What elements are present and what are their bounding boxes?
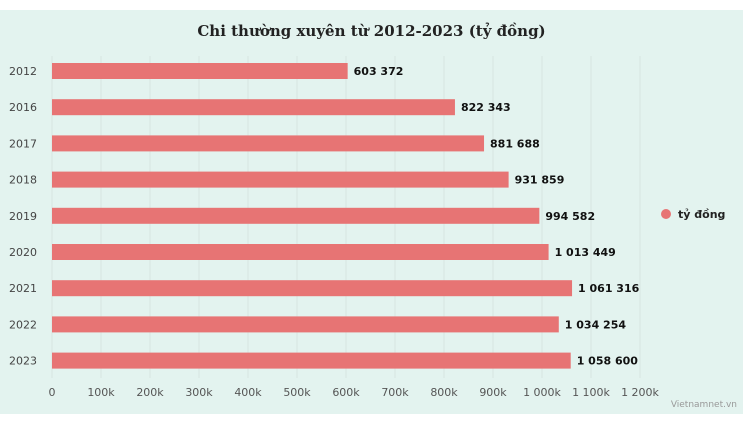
data-label: 931 859 xyxy=(515,174,565,187)
bar xyxy=(52,135,485,152)
x-tick-label: 200k xyxy=(136,386,164,399)
x-tick-label: 1 200k xyxy=(621,386,659,399)
bar xyxy=(52,316,559,333)
y-tick-label: 2017 xyxy=(9,137,37,150)
x-tick-label: 400k xyxy=(234,386,262,399)
y-tick-label: 2019 xyxy=(9,210,37,223)
y-tick-label: 2021 xyxy=(9,282,37,295)
x-tick-label: 1 100k xyxy=(572,386,610,399)
x-tick-label: 900k xyxy=(479,386,507,399)
data-label: 1 034 254 xyxy=(565,318,627,331)
y-tick-label: 2022 xyxy=(9,318,37,331)
bar xyxy=(52,352,571,369)
y-tick-label: 2012 xyxy=(9,65,37,78)
y-tick-label: 2023 xyxy=(9,355,37,368)
chart-title: Chi thường xuyên từ 2012-2023 (tỷ đồng) xyxy=(197,22,546,40)
y-tick-label: 2020 xyxy=(9,246,37,259)
y-tick-label: 2016 xyxy=(9,101,37,114)
bar xyxy=(52,171,509,188)
legend-label: tỷ đồng xyxy=(678,208,725,221)
x-tick-label: 600k xyxy=(332,386,360,399)
source-credit: Vietnamnet.vn xyxy=(670,400,737,410)
y-tick-label: 2018 xyxy=(9,174,37,187)
legend-marker xyxy=(661,209,671,219)
bar xyxy=(52,63,348,79)
x-tick-label: 300k xyxy=(185,386,213,399)
data-label: 1 013 449 xyxy=(555,246,616,259)
bar xyxy=(52,207,540,224)
data-label: 603 372 xyxy=(354,65,404,78)
data-label: 1 058 600 xyxy=(577,355,639,368)
data-label: 822 343 xyxy=(461,101,511,114)
x-tick-label: 500k xyxy=(283,386,311,399)
x-tick-label: 1 000k xyxy=(523,386,561,399)
x-tick-label: 800k xyxy=(430,386,458,399)
bar xyxy=(52,244,549,260)
data-label: 1 061 316 xyxy=(578,282,640,295)
x-tick-label: 700k xyxy=(381,386,409,399)
data-label: 881 688 xyxy=(490,137,540,150)
bar xyxy=(52,99,455,116)
bar xyxy=(52,280,573,297)
x-tick-label: 0 xyxy=(49,386,56,399)
data-label: 994 582 xyxy=(545,210,595,223)
x-tick-label: 100k xyxy=(87,386,115,399)
